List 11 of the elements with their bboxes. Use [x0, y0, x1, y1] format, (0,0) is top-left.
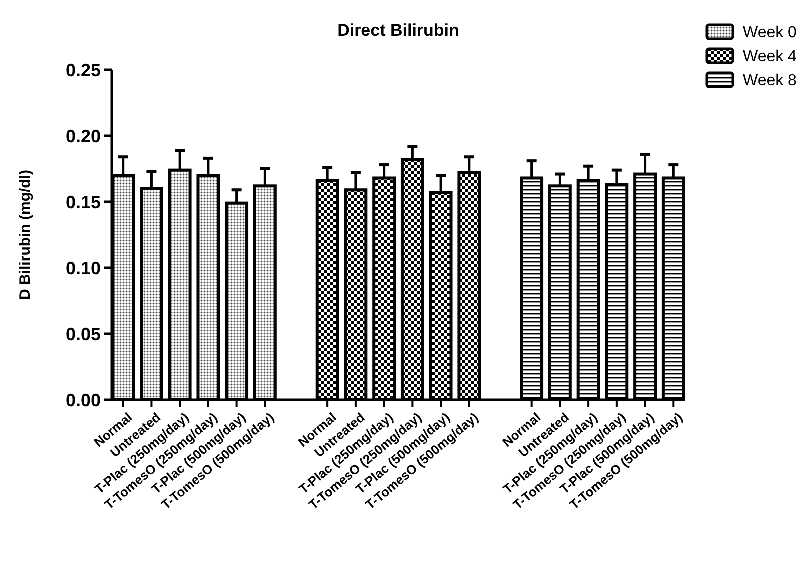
y-tick-label: 0.20: [66, 126, 101, 146]
y-tick-label: 0.25: [66, 60, 101, 80]
y-tick-label: 0.15: [66, 192, 101, 212]
y-tick-label: 0.05: [66, 324, 101, 344]
chart-title: Direct Bilirubin: [338, 21, 460, 40]
y-tick-label: 0.00: [66, 390, 101, 410]
y-axis-title: D Bilirubin (mg/dl): [17, 170, 34, 300]
legend-label: Week 8: [743, 72, 798, 90]
legend-label: Week 0: [743, 24, 798, 42]
legend-label: Week 4: [743, 48, 798, 66]
y-tick-label: 0.10: [66, 258, 101, 278]
